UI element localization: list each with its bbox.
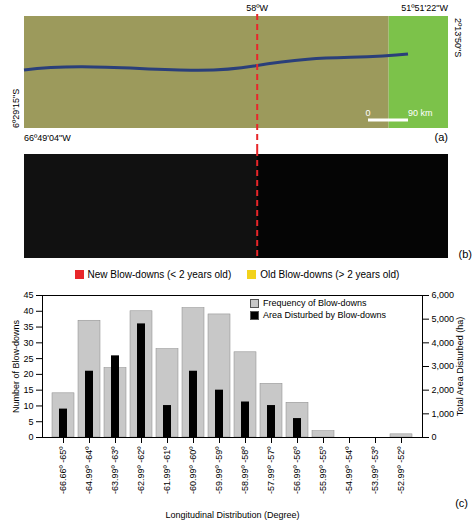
svg-text:58ºW: 58ºW xyxy=(246,3,268,13)
svg-text:5: 5 xyxy=(28,417,33,427)
svg-text:0: 0 xyxy=(365,108,370,118)
svg-text:1,000: 1,000 xyxy=(432,409,455,419)
html-text:New Blow-downs (< 2 years old): New Blow-downs (< 2 years old) xyxy=(87,268,232,280)
svg-text:2º13'50"S: 2º13'50"S xyxy=(453,18,463,57)
svg-text:-66.66º -65º: -66.66º -65º xyxy=(58,446,68,494)
svg-text:90 km: 90 km xyxy=(408,108,433,118)
svg-text:(a): (a) xyxy=(435,131,448,143)
svg-text:30: 30 xyxy=(23,338,33,348)
svg-text:15: 15 xyxy=(23,385,33,395)
html-text:(c): (c) xyxy=(455,497,468,509)
svg-text:Total Area Disturbed (ha): Total Area Disturbed (ha) xyxy=(455,317,465,417)
svg-text:5,000: 5,000 xyxy=(432,314,455,324)
svg-text:6º29'15"S: 6º29'15"S xyxy=(11,89,21,128)
svg-text:3,000: 3,000 xyxy=(432,361,455,371)
svg-text:Number of Blow-downs: Number of Blow-downs xyxy=(11,319,21,413)
svg-text:-64.99º -64º: -64.99º -64º xyxy=(84,446,94,494)
svg-text:35: 35 xyxy=(23,322,33,332)
svg-text:25: 25 xyxy=(23,353,33,363)
svg-text:Longitudinal Distribution (Deg: Longitudinal Distribution (Degree) xyxy=(165,510,299,520)
svg-text:20: 20 xyxy=(23,369,33,379)
svg-text:(b): (b) xyxy=(459,248,472,260)
svg-text:40: 40 xyxy=(23,306,33,316)
svg-text:-62.99º -62º: -62.99º -62º xyxy=(136,446,146,494)
html-text:Frequency of Blow-downs: Frequency of Blow-downs xyxy=(263,298,367,308)
svg-text:-56.99º -56º: -56.99º -56º xyxy=(292,446,302,494)
svg-text:2,000: 2,000 xyxy=(432,385,455,395)
svg-text:0: 0 xyxy=(28,432,33,442)
svg-text:-54.99º -54º: -54.99º -54º xyxy=(344,446,354,494)
svg-text:-55.99º -55º: -55.99º -55º xyxy=(318,446,328,494)
html-text:Old Blow-downs (> 2 years old): Old Blow-downs (> 2 years old) xyxy=(260,268,400,280)
svg-text:-52.99º -52º: -52.99º -52º xyxy=(396,446,406,494)
svg-text:-59.99º -59º: -59.99º -59º xyxy=(214,446,224,494)
html-text:Area Disturbed by Blow-downs: Area Disturbed by Blow-downs xyxy=(263,310,387,320)
svg-text:-60.99º -60º: -60.99º -60º xyxy=(188,446,198,494)
svg-text:-63.99º -63º: -63.99º -63º xyxy=(110,446,120,494)
svg-text:66º49'04"W: 66º49'04"W xyxy=(24,133,71,143)
svg-text:-58.99º -58º: -58.99º -58º xyxy=(240,446,250,494)
svg-text:45: 45 xyxy=(23,290,33,300)
svg-text:4,000: 4,000 xyxy=(432,338,455,348)
svg-text:51º51'22"W: 51º51'22"W xyxy=(401,3,448,13)
svg-text:6,000: 6,000 xyxy=(432,290,455,300)
svg-text:10: 10 xyxy=(23,401,33,411)
svg-text:0: 0 xyxy=(432,432,437,442)
svg-text:-57.99º -57º: -57.99º -57º xyxy=(266,446,276,494)
svg-text:-53.99º -53º: -53.99º -53º xyxy=(370,446,380,494)
svg-text:-61.99º -61º: -61.99º -61º xyxy=(162,446,172,494)
